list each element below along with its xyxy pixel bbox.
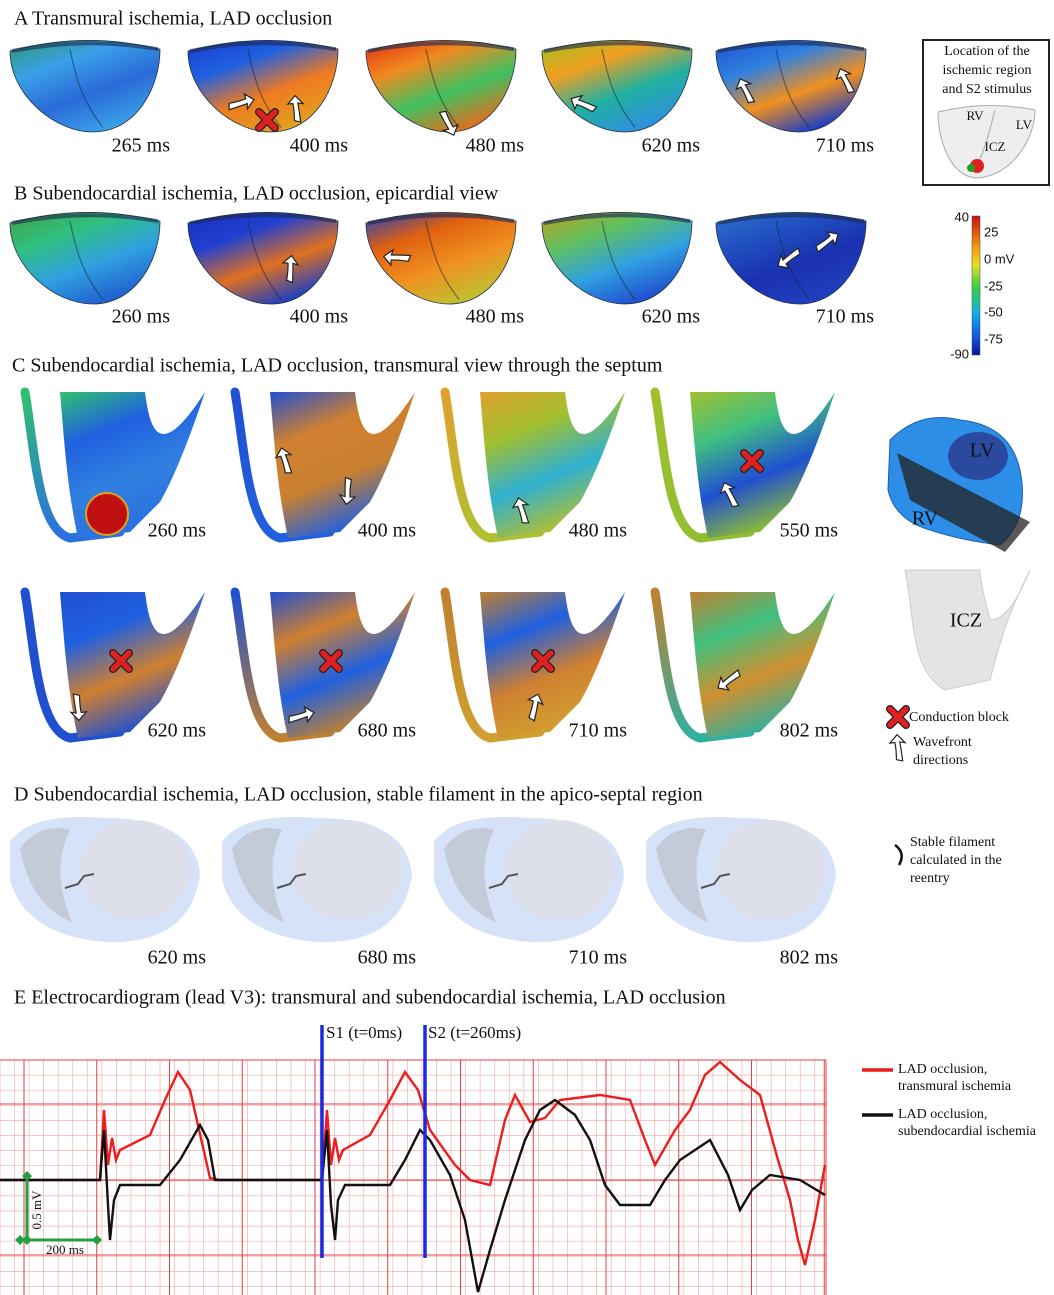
inset-text: and S2 stimulus xyxy=(942,82,1031,97)
panel-title: C Subendocardial ischemia, LAD occlusion… xyxy=(12,355,663,377)
time-label: 802 ms xyxy=(780,947,839,969)
icz-label: ICZ xyxy=(950,610,982,632)
time-label: 620 ms xyxy=(642,135,701,157)
tissue-section xyxy=(480,392,625,538)
legend-text: Stable filament xyxy=(910,835,995,850)
rv-label: RV xyxy=(912,508,939,530)
time-label: 710 ms xyxy=(816,135,875,157)
figure: 265 ms400 ms480 ms620 ms710 ms260 ms400 … xyxy=(0,0,1054,1295)
s1-label: S1 (t=0ms) xyxy=(326,1023,402,1042)
ischemic-core xyxy=(86,493,128,535)
time-label: 802 ms xyxy=(780,720,839,742)
inset-label: ICZ xyxy=(985,139,1006,154)
tissue-section xyxy=(270,392,415,538)
legend-text: reentry xyxy=(910,871,950,886)
legend-text: LAD occlusion, xyxy=(898,1107,987,1122)
tissue-section xyxy=(690,592,835,738)
tissue-section xyxy=(690,392,835,538)
legend-text: Wavefront xyxy=(913,735,972,750)
lv-wall xyxy=(504,820,614,920)
heart-surface xyxy=(366,40,516,132)
inset-label: LV xyxy=(1016,117,1033,132)
colorbar-label: 25 xyxy=(984,224,998,239)
legend-text: calculated in the xyxy=(910,853,1002,868)
colorbar-label: 0 mV xyxy=(984,251,1015,266)
lv-wall xyxy=(80,820,190,920)
time-label: 620 ms xyxy=(148,947,207,969)
time-label: 260 ms xyxy=(148,520,207,542)
inset-text: ischemic region xyxy=(942,63,1031,78)
colorbar-label: -25 xyxy=(984,278,1003,293)
heart-surface xyxy=(542,40,692,132)
heart-surface xyxy=(188,212,338,304)
scale-t-label: 200 ms xyxy=(46,1242,84,1257)
time-label: 620 ms xyxy=(642,306,701,328)
stimulus xyxy=(967,164,975,172)
panel-title: E Electrocardiogram (lead V3): transmura… xyxy=(14,987,726,1009)
time-label: 680 ms xyxy=(358,720,417,742)
scale-end xyxy=(92,1235,102,1245)
panel-title: D Subendocardial ischemia, LAD occlusion… xyxy=(14,784,703,806)
time-label: 710 ms xyxy=(816,306,875,328)
tissue-section xyxy=(60,392,205,538)
lv-wall xyxy=(716,820,826,920)
time-label: 480 ms xyxy=(466,135,525,157)
inset-text: Location of the xyxy=(944,44,1030,59)
s2-label: S2 (t=260ms) xyxy=(428,1023,521,1042)
heart-surface xyxy=(542,212,692,304)
legend-text: transmural ischemia xyxy=(898,1079,1012,1094)
colorbar xyxy=(972,216,980,355)
time-label: 710 ms xyxy=(569,720,628,742)
time-label: 480 ms xyxy=(569,520,628,542)
legend-text: LAD occlusion, xyxy=(898,1062,987,1077)
time-label: 400 ms xyxy=(358,520,417,542)
panel-title: A Transmural ischemia, LAD occlusion xyxy=(14,8,332,30)
time-label: 400 ms xyxy=(290,135,349,157)
time-label: 480 ms xyxy=(466,306,525,328)
heart-surface xyxy=(10,212,160,304)
colorbar-label: -75 xyxy=(984,331,1003,346)
legend-text: Conduction block xyxy=(909,710,1009,725)
heart-surface xyxy=(10,40,160,132)
legend-text: directions xyxy=(913,753,968,768)
ecg-trace-transmural xyxy=(0,1062,825,1265)
filament-legend xyxy=(895,845,902,865)
time-label: 260 ms xyxy=(112,306,171,328)
wavefront-arrow xyxy=(884,734,912,763)
lv-wall xyxy=(292,820,402,920)
colorbar-label: 40 xyxy=(955,209,969,224)
scale-v-label: 0.5 mV xyxy=(29,1190,44,1230)
legend-text: subendocardial ischemia xyxy=(898,1124,1037,1139)
time-label: 265 ms xyxy=(112,135,171,157)
time-label: 620 ms xyxy=(148,720,207,742)
time-label: 710 ms xyxy=(569,947,628,969)
colorbar-label: -50 xyxy=(984,304,1003,319)
colorbar-label: -90 xyxy=(950,346,969,361)
time-label: 680 ms xyxy=(358,947,417,969)
time-label: 550 ms xyxy=(780,520,839,542)
time-label: 400 ms xyxy=(290,306,349,328)
inset-label: RV xyxy=(966,108,984,123)
lv-label: LV xyxy=(970,440,995,462)
panel-title: B Subendocardial ischemia, LAD occlusion… xyxy=(14,183,499,205)
